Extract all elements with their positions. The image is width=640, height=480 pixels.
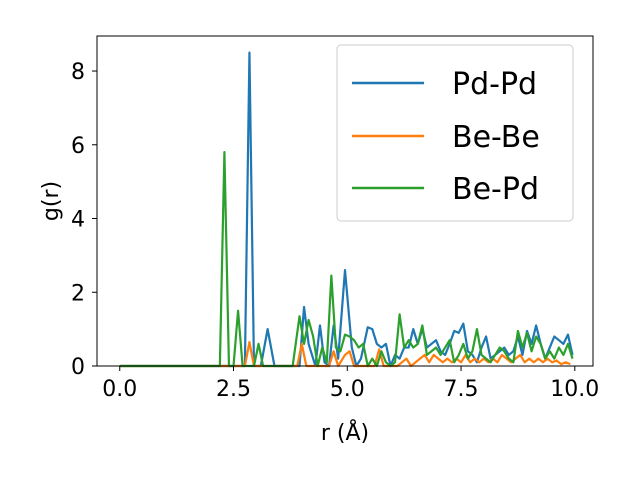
- x-tick-label: 0.0: [102, 377, 137, 402]
- x-tick-label: 5.0: [330, 377, 365, 402]
- x-tick-label: 10.0: [550, 377, 599, 402]
- legend-box: [336, 44, 574, 222]
- y-tick-label: 6: [71, 134, 85, 159]
- legend: Pd-Pd Be-Be Be-Pd: [336, 44, 574, 222]
- y-tick-label: 4: [71, 208, 85, 233]
- plot-frame: [96, 35, 594, 367]
- y-tick-label: 2: [71, 281, 85, 306]
- x-tick-label: 7.5: [444, 377, 479, 402]
- y-tick-label: 8: [71, 60, 85, 85]
- x-axis-title: r (Å): [321, 419, 369, 446]
- y-tick-label: 0: [71, 355, 85, 380]
- series-line-be-be: [119, 340, 571, 368]
- y-axis-ticks: 0 2 4 6 8: [71, 60, 97, 380]
- y-axis-title: g(r): [39, 181, 64, 221]
- x-axis-ticks: 0.0 2.5 5.0 7.5 10.0: [102, 366, 599, 402]
- legend-label-be-be: Be-Be: [452, 120, 540, 155]
- legend-label-pd-pd: Pd-Pd: [452, 67, 537, 102]
- legend-label-be-pd: Be-Pd: [452, 172, 539, 207]
- x-tick-label: 2.5: [216, 377, 251, 402]
